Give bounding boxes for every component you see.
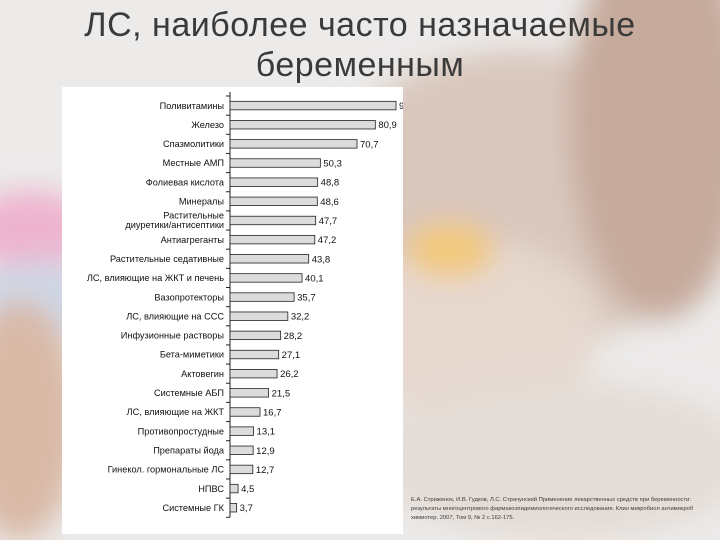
bar xyxy=(229,311,289,321)
value-label: 12,9 xyxy=(256,446,275,457)
value-label: 27,1 xyxy=(282,350,301,361)
bar xyxy=(229,177,319,187)
category-label: Системные АБП xyxy=(154,388,224,398)
category-label: Растительные седативные xyxy=(110,254,224,264)
value-label: 70,7 xyxy=(360,139,379,150)
value-label: 48,8 xyxy=(321,178,340,189)
category-label: ЛС, влияющие на ЖКТ xyxy=(127,407,225,417)
value-label: 47,2 xyxy=(318,235,337,246)
citation-text: Е.А. Стриженок, И.В. Гудков, Л.С. Страчу… xyxy=(411,497,694,521)
category-label: Противопростудные xyxy=(138,426,224,436)
category-label: Растительные диуретики/антисептики xyxy=(125,210,224,230)
bar xyxy=(229,407,261,417)
value-label: 80,9 xyxy=(378,120,397,131)
slide-title-line-2: беременным xyxy=(255,46,465,84)
category-label: Минералы xyxy=(179,197,224,207)
bar xyxy=(229,369,278,379)
value-label: 28,2 xyxy=(284,331,303,342)
bar xyxy=(229,464,254,475)
category-label: Актовегин xyxy=(181,369,224,379)
bar-chart: 92,4 Поливитамины 80,9 Железо 70,7 Спазмолити… xyxy=(87,92,403,518)
bar xyxy=(229,139,358,149)
category-label: Железо xyxy=(191,120,224,130)
bar xyxy=(229,349,280,360)
category-label: Гинекол. гормональные ЛС xyxy=(108,465,225,475)
bar xyxy=(229,215,317,226)
category-label: Спазмолитики xyxy=(163,139,224,149)
value-label: 21,5 xyxy=(272,388,291,399)
value-label: 92,4 xyxy=(399,101,403,112)
category-label: Поливитамины xyxy=(160,101,224,111)
category-label: Системные ГК xyxy=(162,503,224,513)
category-label: Инфузионные растворы xyxy=(121,331,224,341)
value-label: 50,3 xyxy=(323,159,342,170)
bar xyxy=(229,158,321,168)
category-label: Антиагреганты xyxy=(161,235,224,245)
chart-panel: 92,4 Поливитамины 80,9 Железо 70,7 Спазмолити… xyxy=(62,87,403,534)
value-label: 48,6 xyxy=(320,197,339,208)
value-label: 26,2 xyxy=(280,369,299,380)
value-label: 43,8 xyxy=(312,254,331,265)
category-label: Бета-миметики xyxy=(160,350,224,360)
bar xyxy=(229,254,310,264)
category-label: ЛС, влияющие на ЖКТ и печень xyxy=(87,273,224,283)
bar xyxy=(229,426,254,436)
category-label: Фолиевая кислота xyxy=(146,177,225,187)
value-label: 13,1 xyxy=(257,427,276,438)
category-label: НПВС xyxy=(198,484,224,494)
value-label: 3,7 xyxy=(240,503,253,514)
bar xyxy=(229,234,316,245)
slide-title-line-1: ЛС, наиболее часто назначаемые xyxy=(84,6,636,44)
bar xyxy=(229,120,376,130)
bar xyxy=(229,292,295,302)
bar xyxy=(229,445,254,455)
bar xyxy=(229,100,397,111)
value-label: 4,5 xyxy=(241,484,254,495)
bar xyxy=(229,196,318,206)
bar xyxy=(229,273,303,283)
category-label: Местные АМП xyxy=(163,158,224,168)
value-label: 32,2 xyxy=(291,312,310,323)
value-label: 35,7 xyxy=(297,293,316,304)
bar xyxy=(229,330,282,341)
value-label: 47,7 xyxy=(319,216,338,227)
category-label: Вазопротекторы xyxy=(154,292,224,302)
value-label: 12,7 xyxy=(256,465,275,476)
bar xyxy=(229,503,238,513)
category-label: ЛС, влияющие на ССС xyxy=(126,311,224,321)
category-label: Препараты йода xyxy=(153,445,225,455)
value-label: 40,1 xyxy=(305,273,324,284)
bar xyxy=(229,388,270,398)
bar xyxy=(229,483,239,494)
value-label: 16,7 xyxy=(263,407,282,418)
